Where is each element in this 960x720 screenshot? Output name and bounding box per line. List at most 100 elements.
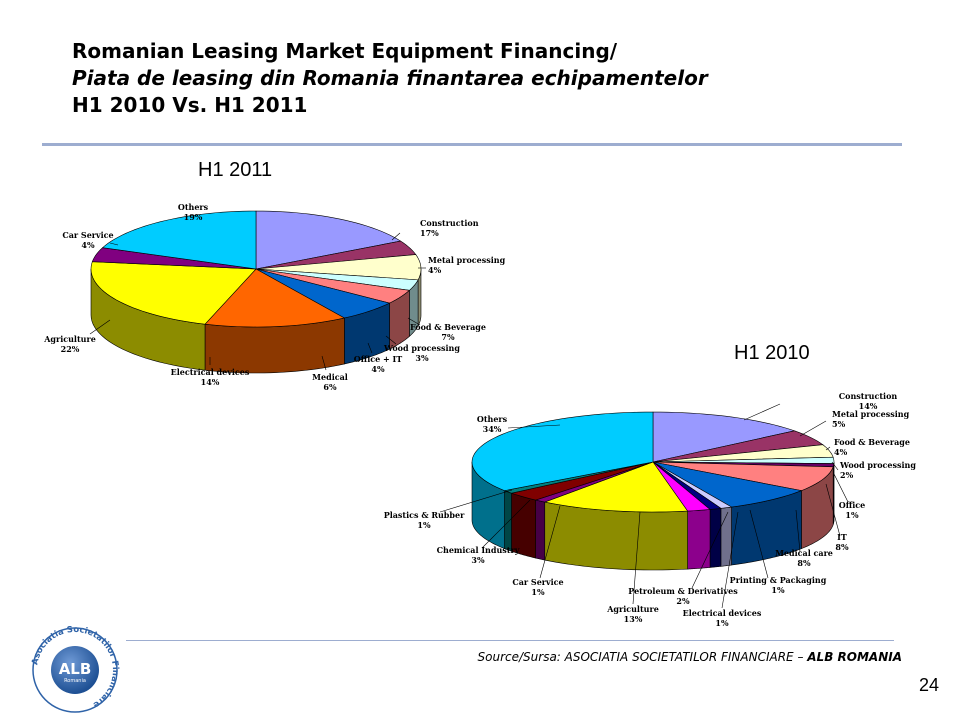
slice-label-agriculture: Agriculture (606, 604, 659, 614)
slice-label-printing-packaging: Printing & Packaging (730, 575, 827, 585)
slice-pct-others: 19% (184, 212, 203, 222)
slice-label-electrical-devices: Electrical devices (683, 608, 762, 618)
pie-slice-metal-processing (652, 430, 824, 463)
leader-line-car-service (539, 505, 561, 579)
pie-slice-agriculture (543, 461, 689, 513)
slice-pct-electrical-devices: 1% (715, 618, 729, 628)
title-divider (42, 143, 902, 146)
logo-sub: Romania (64, 678, 86, 684)
pie-slice-chemical-industry (510, 461, 654, 501)
slice-label-food-beverage: Food & Beverage (834, 437, 910, 447)
pie-side-walls (471, 461, 835, 571)
leader-line-others (507, 424, 561, 429)
footer-divider (126, 640, 894, 641)
slice-pct-agriculture: 13% (624, 614, 643, 624)
pie-slice-it (652, 461, 834, 491)
slice-pct-electrical-devices: 14% (201, 377, 220, 387)
slice-label-wood-processing: Wood processing (383, 343, 460, 353)
slice-label-electrical-devices: Electrical devices (171, 367, 250, 377)
leader-line-chemical-industry (481, 499, 531, 549)
title-line-2: Piata de leasing din Romania finantarea … (72, 66, 708, 90)
pie-slice-construction (255, 210, 402, 270)
slice-pct-medical: 6% (323, 382, 337, 392)
leader-line-office (833, 473, 849, 503)
leader-line-medical (321, 355, 327, 371)
slice-pct-chemical-industry: 3% (471, 555, 485, 565)
leader-line-petroleum-derivatives (691, 511, 729, 589)
pie-side-plastics-rubber (504, 490, 512, 552)
pie-side-walls (90, 268, 422, 374)
slice-pct-office-it: 4% (371, 364, 385, 374)
slice-pct-construction: 14% (859, 401, 878, 411)
leader-line-plastics-rubber (439, 489, 513, 513)
pie-slice-medical (255, 268, 391, 319)
leader-line-construction (391, 232, 401, 241)
leader-line-construction (743, 403, 781, 421)
logo-name: ALB (59, 660, 92, 678)
slice-label-construction: Construction (839, 391, 898, 401)
leader-line-food-beverage (407, 317, 421, 326)
slice-pct-wood-processing: 3% (415, 353, 429, 363)
pie-top-faces (471, 411, 835, 513)
title-line-3: H1 2010 Vs. H1 2011 (72, 93, 308, 117)
slice-pct-petroleum-derivatives: 2% (676, 596, 690, 606)
slice-pct-food-beverage: 4% (834, 447, 848, 457)
leader-line-car-service (109, 242, 119, 246)
slice-pct-car-service: 4% (81, 240, 95, 250)
leader-line-food-beverage (825, 446, 831, 451)
leader-line-electrical-devices (721, 511, 739, 609)
pie-slice-car-service (91, 247, 257, 270)
slice-label-metal-processing: Metal processing (832, 409, 910, 419)
pie-slice-food-beverage (255, 254, 422, 281)
source-brand: ALB ROMANIA (807, 650, 902, 664)
chart-title-h1-2010: H1 2010 (734, 342, 810, 364)
leader-line-wood-processing (831, 461, 839, 471)
pie-side-agriculture (544, 501, 688, 571)
slice-label-plastics-rubber: Plastics & Rubber (384, 510, 465, 520)
pie-side-car-service (535, 499, 546, 561)
pie-slice-others (101, 210, 257, 270)
source-note: Source/Sursa: ASOCIATIA SOCIETATILOR FIN… (478, 650, 902, 664)
pie-slice-construction (652, 411, 796, 463)
pie-slice-food-beverage (652, 444, 834, 463)
slice-pct-metal-processing: 4% (428, 265, 442, 275)
slice-label-construction: Construction (420, 218, 479, 228)
slice-label-metal-processing: Metal processing (428, 255, 506, 265)
slide-title: Romanian Leasing Market Equipment Financ… (72, 38, 912, 119)
slice-pct-plastics-rubber: 1% (417, 520, 431, 530)
chart-title-h1-2011: H1 2011 (198, 159, 273, 181)
title-line-1: Romanian Leasing Market Equipment Financ… (72, 39, 618, 63)
leader-line-wood-processing (385, 335, 397, 345)
slice-label-agriculture: Agriculture (43, 334, 96, 344)
pie-top-faces (90, 210, 422, 328)
slice-label-others: Others (178, 202, 209, 212)
pie-side-petroleum-derivatives (687, 509, 711, 570)
slice-label-office-it: Office + IT (354, 354, 403, 364)
leader-line-office-it (367, 342, 373, 354)
slice-pct-it: 8% (835, 542, 849, 552)
slice-label-office: Office (839, 500, 866, 510)
pie-slice-others (471, 411, 654, 491)
slice-label-chemical-industry: Chemical Industry (437, 545, 520, 555)
leader-line-it (825, 483, 841, 537)
pie-slice-agriculture (90, 261, 257, 325)
source-prefix: Source/Sursa: ASOCIATIA SOCIETATILOR FIN… (477, 650, 808, 664)
slice-label-medical: Medical (312, 372, 348, 382)
slice-label-car-service: Car Service (512, 577, 563, 587)
pie-slice-office-it (255, 268, 411, 304)
alb-logo-icon: Asociatia Societatilor Financiare ALB Ro… (30, 625, 120, 713)
slice-pct-others: 34% (483, 424, 502, 434)
leader-line-agriculture (89, 319, 111, 335)
slice-pct-printing-packaging: 1% (771, 585, 785, 595)
slice-label-others: Others (477, 414, 508, 424)
pie-slice-metal-processing (255, 240, 417, 270)
slice-label-petroleum-derivatives: Petroleum & Derivatives (628, 586, 738, 596)
slice-pct-office: 1% (845, 510, 859, 520)
slice-pct-metal-processing: 5% (832, 419, 846, 429)
pie-slice-medical-care (652, 461, 803, 508)
slice-pct-food-beverage: 7% (441, 332, 455, 342)
